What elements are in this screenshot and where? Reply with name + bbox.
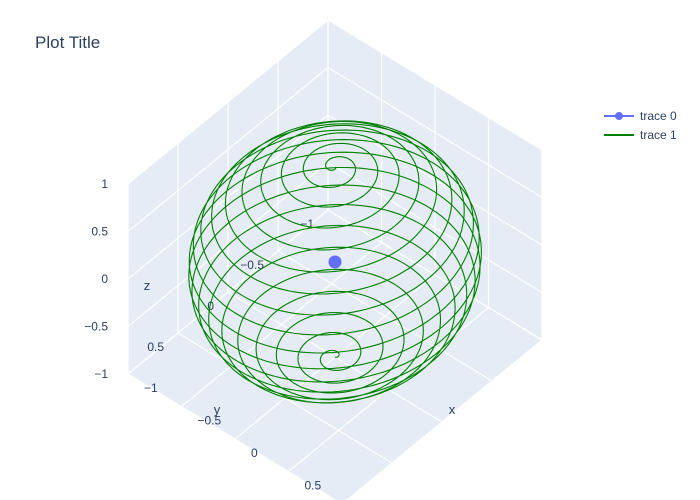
y-tick-label: −0.5 bbox=[240, 258, 264, 272]
y-tick-label: 0 bbox=[207, 299, 214, 313]
z-axis-title: z bbox=[144, 278, 151, 293]
gridline-xz-z bbox=[327, 19, 543, 151]
gridline-yz-z bbox=[127, 67, 329, 232]
trace-0-point bbox=[328, 255, 342, 269]
gridline-yz-z bbox=[127, 114, 329, 280]
z-tick-label: −0.5 bbox=[84, 320, 108, 334]
gridline-floor-x bbox=[345, 339, 543, 500]
wall-floor bbox=[128, 210, 542, 500]
trace-0-markers bbox=[328, 255, 342, 269]
y-axis-title: y bbox=[214, 402, 221, 417]
legend-item-trace-0[interactable]: trace 0 bbox=[604, 106, 677, 125]
legend-item-trace-1[interactable]: trace 1 bbox=[604, 125, 677, 144]
x-tick-label: −1 bbox=[144, 381, 158, 395]
x-tick-label: 0.5 bbox=[305, 479, 322, 493]
trace-1-spiral bbox=[188, 120, 482, 404]
scene-grid bbox=[127, 19, 543, 500]
x-tick-label: 0 bbox=[251, 446, 258, 460]
legend[interactable]: trace 0 trace 1 bbox=[604, 106, 677, 144]
z-tick-label: 0 bbox=[101, 272, 108, 286]
x-axis-title: x bbox=[449, 402, 456, 417]
gridline-xz-z bbox=[327, 114, 543, 246]
legend-label: trace 0 bbox=[640, 108, 677, 123]
gridline-floor-y bbox=[127, 373, 337, 500]
axis-labels: z y x bbox=[144, 278, 456, 417]
legend-line-marker-icon bbox=[604, 111, 634, 120]
gridline-floor-y bbox=[177, 332, 393, 464]
axis-ticks: −1−0.500.51−1−0.500.5−1−0.500.5 bbox=[84, 177, 321, 493]
x-tick-label: −0.5 bbox=[198, 414, 222, 428]
gridline-xz-z bbox=[327, 66, 543, 199]
gridline-yz-z bbox=[127, 19, 329, 185]
z-tick-label: 1 bbox=[101, 177, 108, 191]
trace-1-line bbox=[188, 120, 482, 404]
z-tick-label: −1 bbox=[94, 367, 108, 381]
legend-line-icon bbox=[604, 133, 634, 136]
legend-label: trace 1 bbox=[640, 127, 677, 142]
z-tick-label: 0.5 bbox=[91, 225, 108, 239]
plot-title: Plot Title bbox=[35, 33, 101, 52]
y-tick-label: 0.5 bbox=[147, 340, 164, 354]
